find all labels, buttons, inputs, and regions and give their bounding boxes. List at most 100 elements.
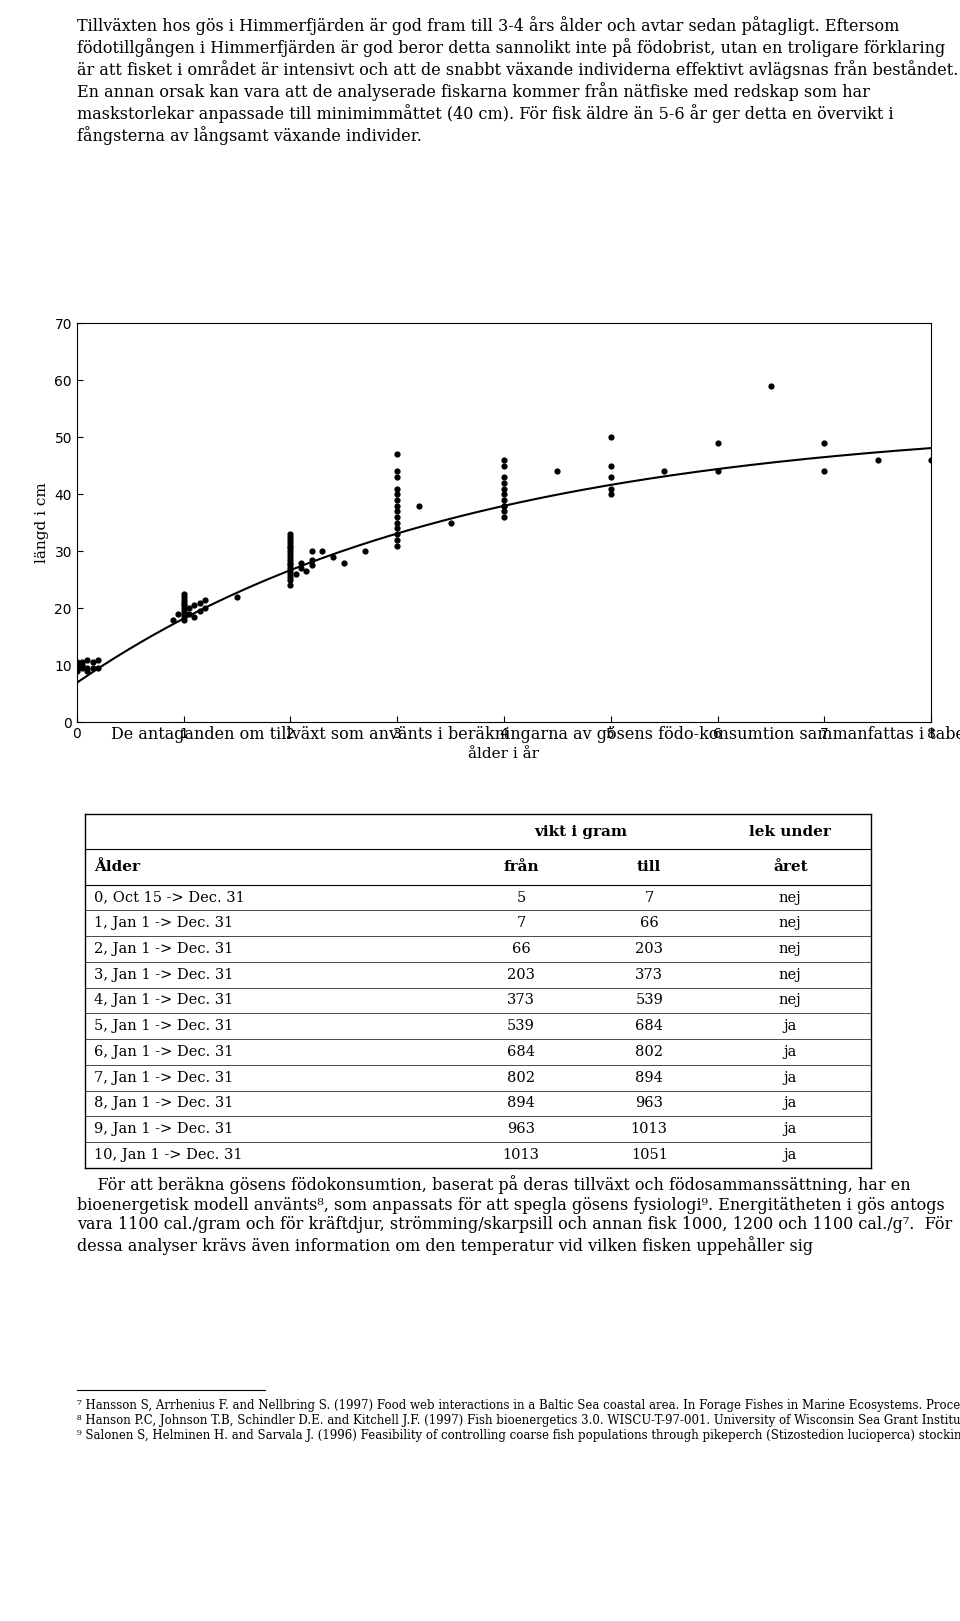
Point xyxy=(709,459,726,485)
Text: ja: ja xyxy=(783,1046,797,1059)
Point xyxy=(176,603,191,629)
Point xyxy=(176,595,191,621)
Point xyxy=(657,459,672,485)
Text: 684: 684 xyxy=(507,1046,535,1059)
Point xyxy=(294,556,309,582)
Text: 1051: 1051 xyxy=(631,1148,668,1162)
Text: 66: 66 xyxy=(512,942,531,956)
Point xyxy=(870,447,885,473)
Point xyxy=(496,481,512,507)
Point xyxy=(443,509,458,535)
Point xyxy=(603,475,618,501)
Point xyxy=(75,655,90,681)
Point xyxy=(282,541,298,567)
Text: ja: ja xyxy=(783,1070,797,1084)
Point xyxy=(80,655,95,681)
Point xyxy=(282,558,298,584)
Text: vikt i gram: vikt i gram xyxy=(535,825,628,838)
Point xyxy=(924,447,939,473)
Text: 10, Jan 1 -> Dec. 31: 10, Jan 1 -> Dec. 31 xyxy=(94,1148,242,1162)
Point xyxy=(282,564,298,590)
Point xyxy=(357,538,372,564)
Point xyxy=(69,658,84,684)
Point xyxy=(603,481,618,507)
Point xyxy=(299,558,314,584)
Text: lek under: lek under xyxy=(750,825,831,838)
Point xyxy=(282,527,298,553)
Text: 963: 963 xyxy=(507,1122,535,1136)
Point xyxy=(282,553,298,579)
Point xyxy=(282,520,298,546)
Point xyxy=(197,587,212,613)
Point xyxy=(550,459,565,485)
Point xyxy=(176,590,191,616)
Point xyxy=(282,530,298,556)
Point xyxy=(171,601,186,627)
Point xyxy=(763,373,779,399)
Point xyxy=(496,493,512,519)
Point xyxy=(85,650,101,676)
Point xyxy=(176,601,191,627)
Point xyxy=(390,493,405,519)
Point xyxy=(390,486,405,512)
Point xyxy=(197,595,212,621)
Text: 963: 963 xyxy=(636,1096,663,1110)
Point xyxy=(69,655,84,681)
Text: 802: 802 xyxy=(507,1070,535,1084)
Point xyxy=(496,498,512,524)
Text: 203: 203 xyxy=(636,942,663,956)
Point xyxy=(390,515,405,541)
Point xyxy=(496,504,512,530)
Point xyxy=(390,441,405,467)
Point xyxy=(390,520,405,546)
Text: 7: 7 xyxy=(516,916,526,930)
Point xyxy=(496,470,512,496)
Point xyxy=(282,556,298,582)
Point xyxy=(390,504,405,530)
Point xyxy=(85,655,101,681)
Point xyxy=(75,650,90,676)
Point xyxy=(288,561,303,587)
Point xyxy=(603,425,618,451)
Text: För att beräkna gösens födokonsumtion, baserat på deras tillväxt och födosammans: För att beräkna gösens födokonsumtion, b… xyxy=(77,1175,952,1255)
Text: till: till xyxy=(637,861,661,874)
Text: från: från xyxy=(503,861,539,874)
Text: 539: 539 xyxy=(507,1020,535,1033)
Point xyxy=(181,601,197,627)
Text: nej: nej xyxy=(779,916,802,930)
Text: 5: 5 xyxy=(516,890,526,905)
Text: 894: 894 xyxy=(507,1096,535,1110)
Point xyxy=(69,650,84,676)
Text: 1013: 1013 xyxy=(631,1122,668,1136)
Point xyxy=(229,584,245,609)
Text: 66: 66 xyxy=(640,916,659,930)
Point xyxy=(165,606,180,632)
Point xyxy=(390,475,405,501)
Point xyxy=(496,452,512,478)
Text: 894: 894 xyxy=(636,1070,663,1084)
Text: 373: 373 xyxy=(507,994,535,1008)
Point xyxy=(390,464,405,490)
Point xyxy=(390,509,405,535)
Text: 6, Jan 1 -> Dec. 31: 6, Jan 1 -> Dec. 31 xyxy=(94,1046,233,1059)
Text: 8, Jan 1 -> Dec. 31: 8, Jan 1 -> Dec. 31 xyxy=(94,1096,233,1110)
Point xyxy=(282,550,298,575)
Point xyxy=(282,538,298,564)
Point xyxy=(336,550,351,575)
Text: 2, Jan 1 -> Dec. 31: 2, Jan 1 -> Dec. 31 xyxy=(94,942,233,956)
Point xyxy=(282,524,298,550)
Text: nej: nej xyxy=(779,942,802,956)
Point xyxy=(496,493,512,519)
Point xyxy=(390,498,405,524)
Text: nej: nej xyxy=(779,890,802,905)
Point xyxy=(192,590,207,616)
Point xyxy=(75,652,90,678)
Point xyxy=(315,538,330,564)
Point xyxy=(817,459,832,485)
X-axis label: ålder i år: ålder i år xyxy=(468,747,540,760)
Text: 373: 373 xyxy=(636,968,663,982)
Point xyxy=(304,538,320,564)
Point xyxy=(496,464,512,490)
Point xyxy=(176,580,191,606)
Point xyxy=(90,647,106,673)
